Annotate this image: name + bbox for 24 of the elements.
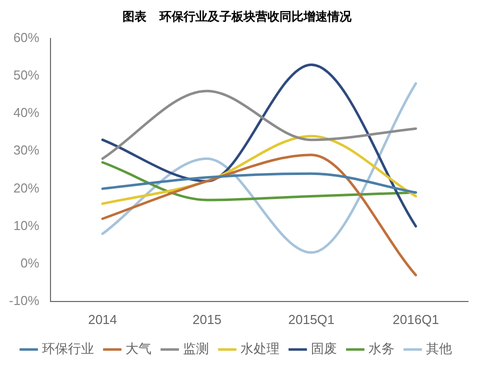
legend-label: 固废 (310, 341, 337, 356)
x-tick-label: 2015Q1 (288, 312, 335, 327)
legend-label: 水处理 (240, 341, 280, 356)
y-tick-label: 60% (13, 30, 40, 45)
legend-label: 监测 (182, 341, 209, 356)
legend-label: 大气 (125, 341, 152, 356)
legend-label: 其他 (426, 341, 452, 356)
y-tick-label: 30% (13, 142, 40, 158)
x-tick-label: 2016Q1 (392, 312, 439, 327)
x-tick-label: 2015 (192, 312, 222, 327)
y-tick-label: -10% (8, 292, 40, 308)
y-tick-label: 40% (13, 105, 40, 120)
y-tick-label: 20% (13, 180, 40, 196)
legend-label: 水务 (368, 341, 394, 356)
y-tick-label: 50% (13, 68, 40, 83)
line-series (101, 172, 418, 194)
y-tick-label: 0% (20, 255, 40, 270)
y-tick-label: 10% (13, 218, 40, 233)
line-series (101, 154, 418, 276)
x-tick-label: 2014 (88, 312, 118, 327)
line-series (101, 161, 418, 202)
line-series (101, 90, 418, 160)
legend-label: 环保行业 (42, 341, 94, 356)
chart-title: 图表 环保行业及子板块营收同比增速情况 (122, 9, 352, 24)
